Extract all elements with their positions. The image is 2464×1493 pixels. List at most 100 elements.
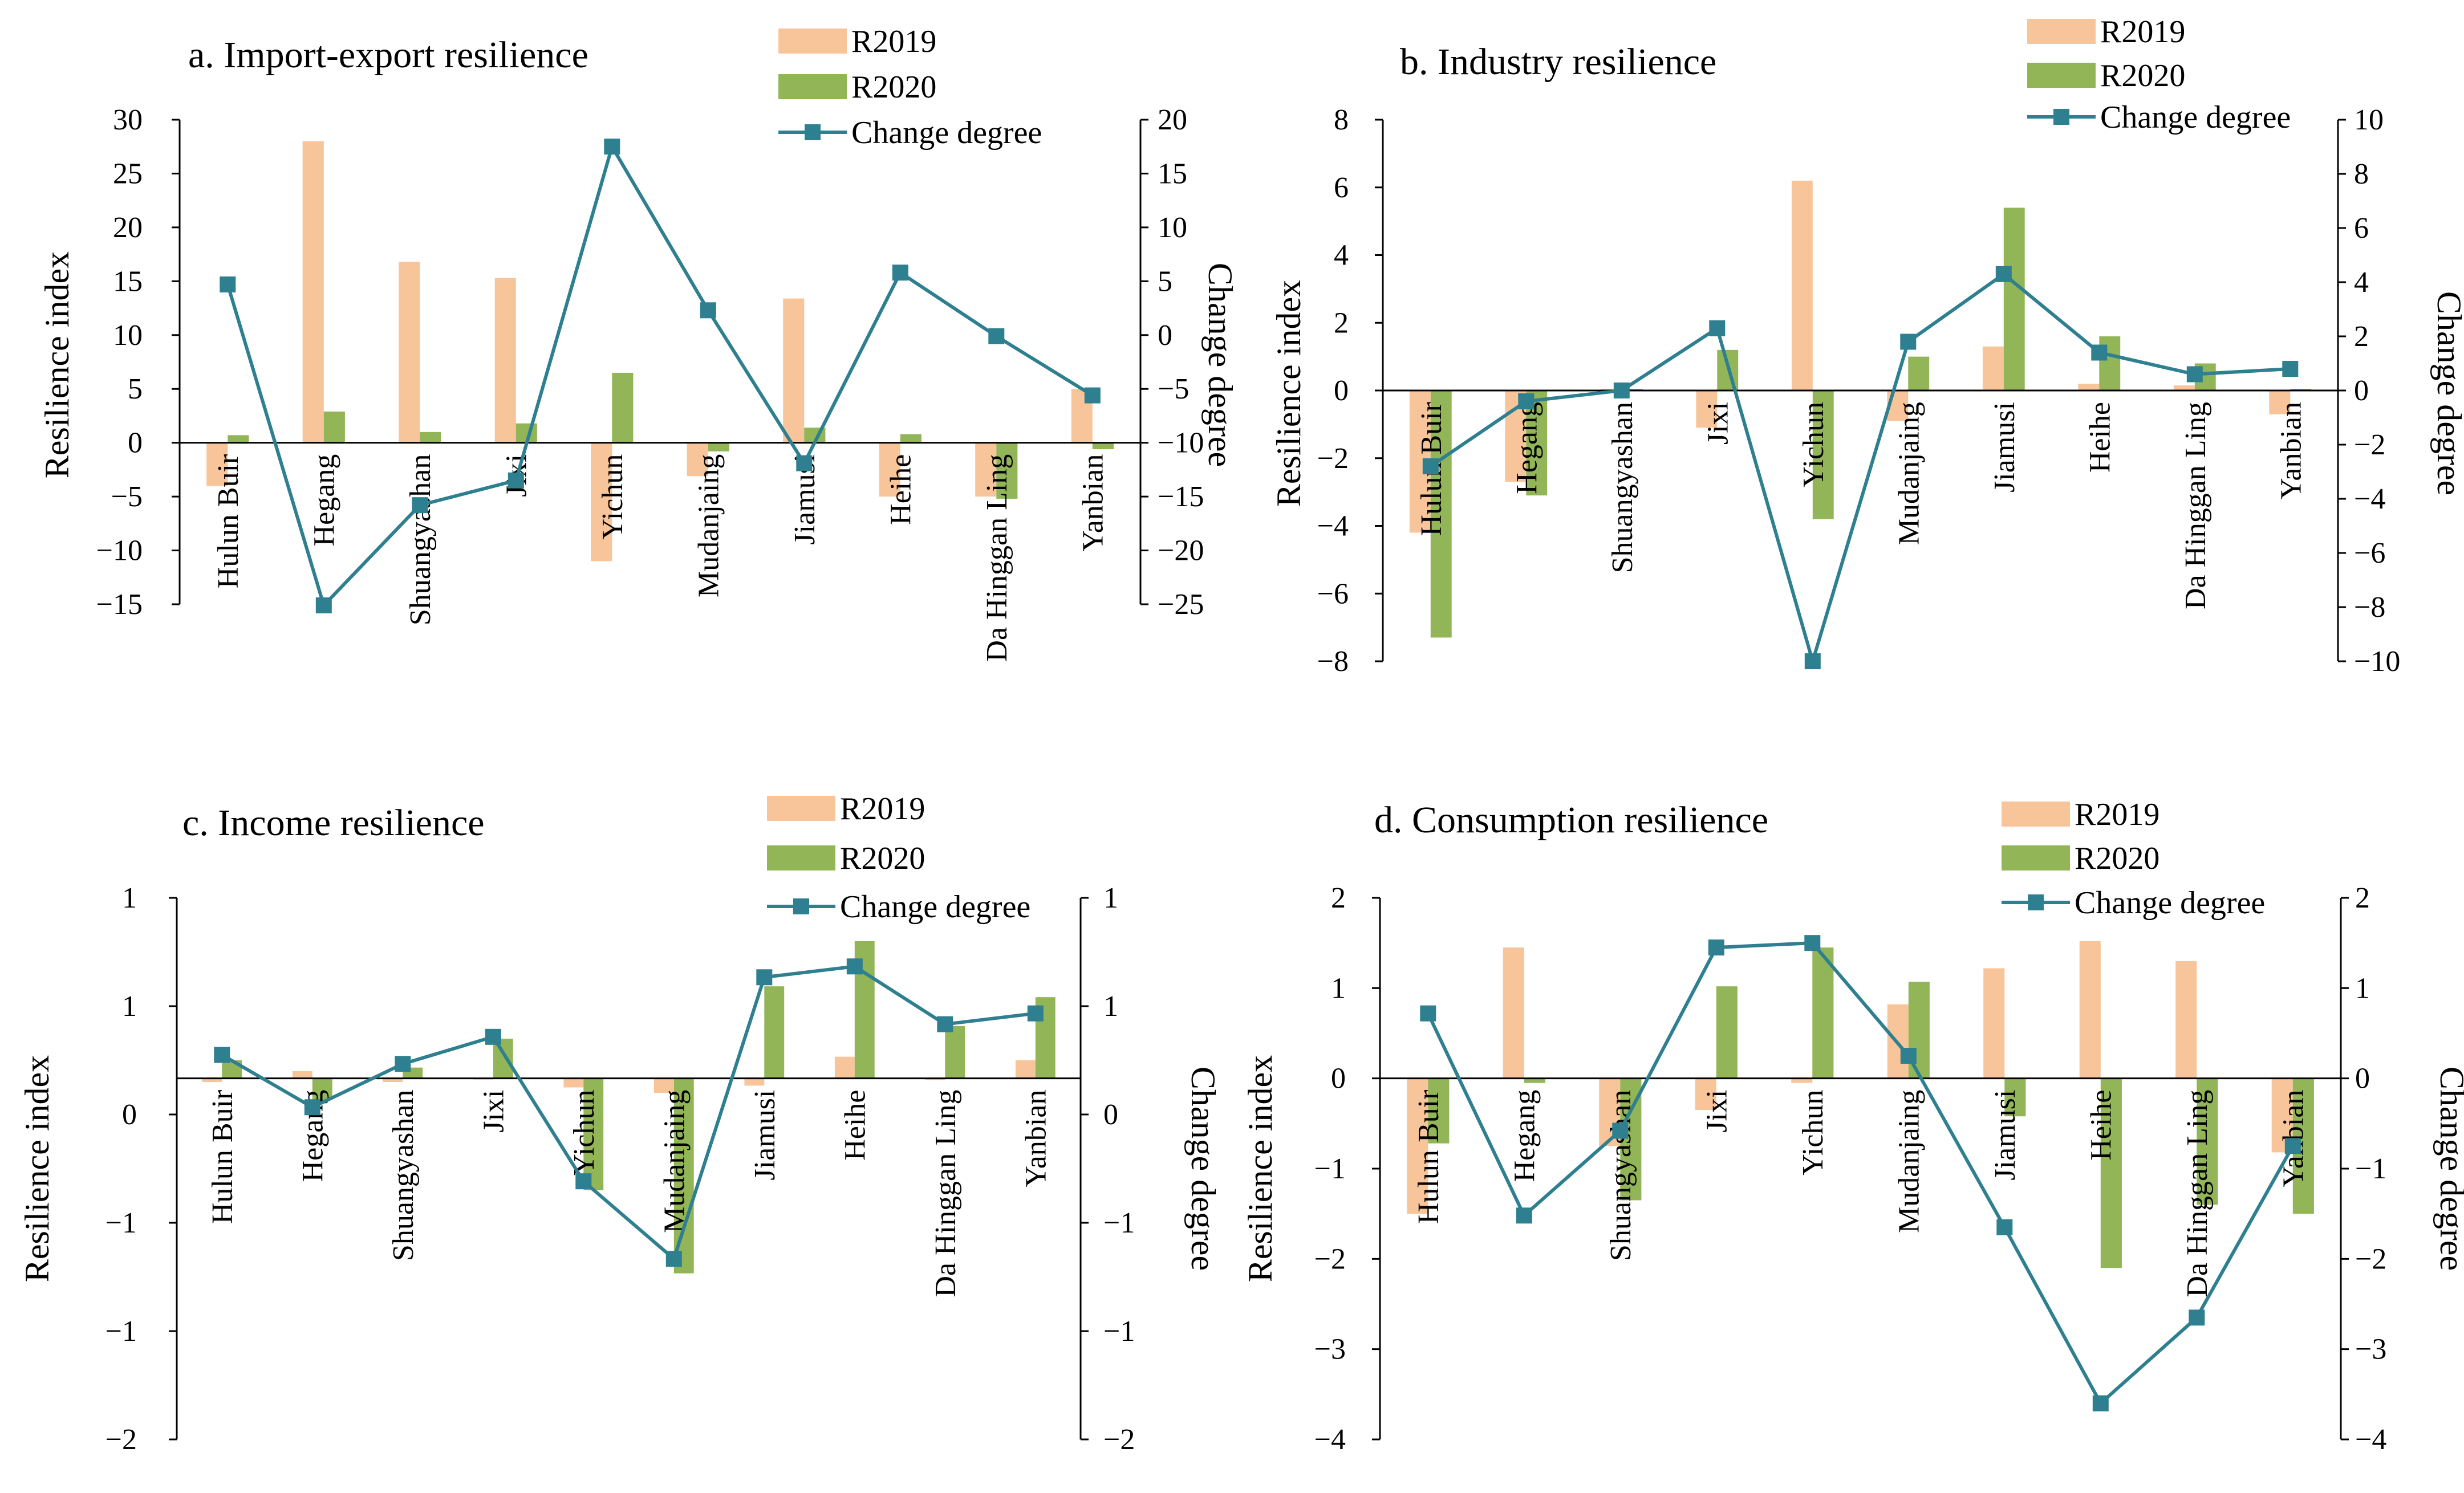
y2-tick-label: −5 — [1158, 373, 1189, 405]
legend-swatch-r2020 — [778, 74, 847, 99]
change-degree-marker-7 — [1996, 1219, 2013, 1235]
change-degree-marker-10 — [2284, 1138, 2301, 1154]
bar-r2019-8 — [834, 1056, 855, 1079]
y-tick-label: 4 — [1334, 239, 1349, 272]
y-tick-label: 25 — [113, 157, 143, 190]
y2-axis-title: Change degree — [1184, 1067, 1222, 1271]
bar-r2019-4 — [1696, 390, 1718, 428]
chart-panel-4: d. Consumption resilience 2 1 0 −1 −2 −3 −4 2 1 0 −… — [1241, 797, 2464, 1456]
y2-tick-label: −4 — [2355, 1423, 2386, 1456]
bar-r2020-5 — [1812, 390, 1834, 519]
legend-label: R2019 — [851, 24, 936, 59]
legend-label: R2019 — [840, 791, 925, 827]
bar-r2019-5 — [1791, 1078, 1813, 1083]
bar-r2020-2 — [312, 1078, 332, 1100]
y2-tick-label: −20 — [1158, 535, 1204, 567]
y2-tick-label: 0 — [1158, 319, 1172, 352]
category-label: Hegang — [1511, 402, 1543, 494]
y2-tick-label: −2 — [2355, 1243, 2386, 1275]
change-degree-marker-8 — [892, 265, 908, 281]
y2-tick-label: −1 — [2355, 1153, 2386, 1185]
y-tick-label: 5 — [128, 373, 143, 405]
change-degree-marker-1 — [214, 1047, 230, 1063]
change-degree-marker-9 — [2189, 1309, 2205, 1326]
y-axis-title: Resilience index — [1270, 280, 1308, 507]
y2-tick-label: −6 — [2354, 537, 2385, 569]
change-degree-marker-9 — [988, 328, 1005, 344]
change-degree-marker-7 — [756, 969, 773, 986]
y-tick-label: −15 — [96, 588, 143, 621]
y2-tick-label: 6 — [2354, 212, 2369, 245]
change-degree-marker-4 — [508, 472, 524, 489]
y2-tick-label: 0 — [2355, 1063, 2370, 1095]
bar-r2020-7 — [764, 986, 785, 1079]
category-label: Yichun — [596, 454, 629, 540]
legend-label: R2019 — [2075, 797, 2159, 832]
y2-tick-label: 0 — [2354, 375, 2369, 407]
y-tick-label: −4 — [1314, 1423, 1346, 1456]
change-degree-marker-1 — [1420, 1005, 1436, 1022]
bar-r2020-2 — [1524, 1078, 1545, 1083]
category-label: Hulun Buir — [212, 454, 245, 588]
y2-tick-label: 5 — [1158, 265, 1172, 298]
y-tick-label: −2 — [105, 1423, 137, 1456]
change-degree-marker-3 — [395, 1056, 411, 1072]
change-degree-line — [221, 965, 1036, 1262]
y2-tick-label: 2 — [2355, 882, 2370, 914]
change-degree-marker-5 — [575, 1173, 592, 1190]
bar-r2019-6 — [687, 442, 708, 477]
bar-r2019-9 — [2173, 385, 2195, 390]
y2-tick-label: −8 — [2354, 591, 2385, 624]
chart-panel-3: c. Income resilience 1 1 0 −1 −1 −2 1 1 0 −1 −1 −2 Hu… — [18, 791, 1222, 1456]
chart-title: a. Import-export resilience — [188, 34, 588, 76]
category-label: Jixi — [1702, 402, 1734, 445]
legend-swatch-r2019 — [778, 29, 847, 54]
y-tick-label: 1 — [122, 882, 137, 914]
y-tick-label: −10 — [96, 535, 143, 567]
category-label: Da Hinggan Ling — [929, 1090, 962, 1297]
change-degree-marker-3 — [1613, 383, 1630, 398]
category-label: Heihe — [2085, 1090, 2118, 1161]
legend-swatch-r2019 — [2002, 802, 2070, 827]
bar-r2020-6 — [708, 442, 729, 451]
y2-tick-label: −4 — [2354, 483, 2385, 515]
change-degree-marker-6 — [1900, 333, 1917, 350]
bar-r2019-2 — [302, 141, 324, 443]
change-degree-marker-5 — [604, 139, 620, 155]
bar-r2019-2 — [1503, 947, 1524, 1079]
category-label: Hegang — [1509, 1090, 1541, 1182]
bar-r2019-5 — [563, 1078, 584, 1088]
chart-title: c. Income resilience — [182, 802, 485, 844]
change-degree-marker-3 — [1612, 1122, 1629, 1139]
legend-swatch-r2020 — [2002, 845, 2070, 870]
y-tick-label: −4 — [1317, 510, 1349, 543]
y-tick-label: −2 — [1314, 1243, 1346, 1275]
change-degree-marker-6 — [665, 1251, 682, 1267]
category-label: Shuangyashan — [1605, 1090, 1637, 1261]
category-label: Shuangyashan — [1606, 402, 1639, 573]
category-label: Shuangyashan — [387, 1090, 420, 1261]
bar-r2020-5 — [583, 1078, 604, 1190]
legend-swatch-r2020 — [2027, 63, 2096, 88]
y-tick-label: −5 — [111, 481, 143, 513]
bar-r2020-4 — [1716, 986, 1738, 1079]
y-tick-label: 0 — [1334, 375, 1349, 407]
y2-tick-label: 10 — [2354, 104, 2384, 136]
change-degree-line — [1430, 272, 2291, 668]
change-degree-marker-2 — [304, 1099, 320, 1116]
bar-r2019-1 — [206, 442, 228, 486]
bar-r2019-9 — [2175, 961, 2197, 1079]
bar-r2020-7 — [2004, 1078, 2026, 1117]
bar-r2019-8 — [2079, 941, 2101, 1079]
category-label: Heihe — [885, 454, 918, 525]
y2-tick-label: −25 — [1158, 588, 1204, 621]
change-degree-marker-1 — [220, 276, 236, 292]
category-label: Mudanjaing — [659, 1090, 691, 1233]
change-degree-marker-4 — [1708, 939, 1724, 956]
y-axis-title: Resilience index — [38, 251, 76, 478]
y-tick-label: 0 — [128, 427, 143, 459]
y-tick-label: 30 — [113, 104, 143, 136]
change-degree-marker-10 — [1084, 387, 1101, 404]
y-tick-label: −2 — [1317, 442, 1349, 475]
category-label: Yanbian — [1020, 1090, 1053, 1187]
